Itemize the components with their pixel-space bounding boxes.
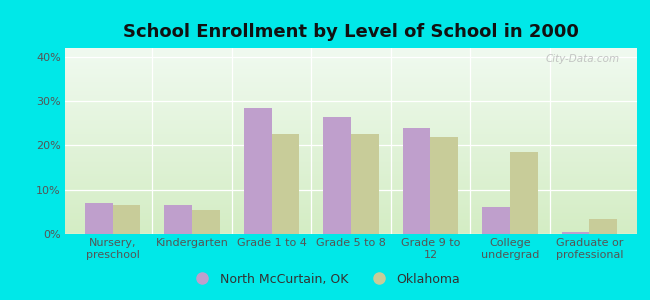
Bar [112,205,140,234]
Title: School Enrollment by Level of School in 2000: School Enrollment by Level of School in … [123,23,579,41]
Bar [590,218,617,234]
Bar [272,134,300,234]
Bar [244,108,272,234]
Bar [192,210,220,234]
Bar [562,232,590,234]
Bar [85,203,112,234]
Bar [430,136,458,234]
Bar [402,128,430,234]
Text: City-Data.com: City-Data.com [546,54,620,64]
Bar [510,152,538,234]
Bar [351,134,379,234]
Legend: North McCurtain, OK, Oklahoma: North McCurtain, OK, Oklahoma [185,268,465,291]
Bar [482,207,510,234]
Bar [164,205,192,234]
Bar [323,117,351,234]
